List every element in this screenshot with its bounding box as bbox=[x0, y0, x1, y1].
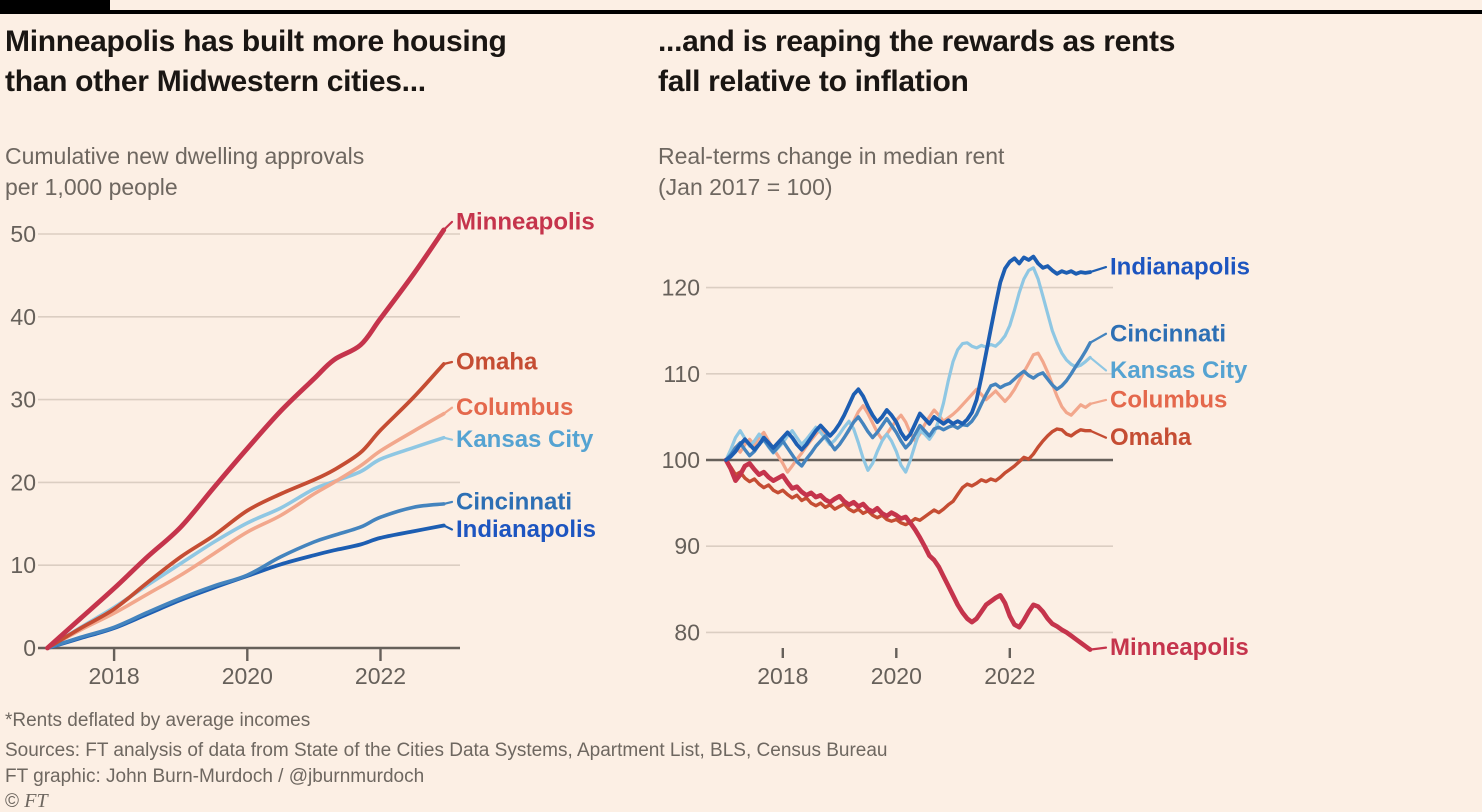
subtitle-left-line1: Cumulative new dwelling approvals bbox=[5, 143, 365, 169]
series-line-indianapolis bbox=[45, 523, 446, 650]
footnote: *Rents deflated by average incomes bbox=[5, 710, 311, 731]
y-tick-label-10: 10 bbox=[10, 552, 36, 578]
label-leader-cincinnati bbox=[442, 500, 454, 506]
series-line-cincinnati bbox=[724, 341, 1092, 468]
x-tick-label-2020: 2020 bbox=[222, 663, 273, 689]
y-tick-label-90: 90 bbox=[674, 533, 700, 559]
series-line-indianapolis bbox=[724, 254, 1092, 462]
series-line-kansas-city bbox=[724, 266, 1092, 474]
y-tick-label-120: 120 bbox=[662, 275, 700, 301]
x-tick-label-2018: 2018 bbox=[89, 663, 140, 689]
x-tick-label-2018: 2018 bbox=[757, 663, 808, 689]
y-tick-label-40: 40 bbox=[10, 304, 36, 330]
label-leader-minneapolis bbox=[442, 220, 454, 231]
series-label-cincinnati: Cincinnati bbox=[456, 488, 572, 515]
chart-approvals: 0 10 20 30 40 50 2018 2020 2022 Kansas City Columb… bbox=[10, 208, 596, 689]
series-line-omaha bbox=[45, 362, 446, 650]
credit-line: FT graphic: John Burn-Murdoch / @jburnmu… bbox=[5, 766, 425, 787]
y-tick-label-30: 30 bbox=[10, 387, 36, 413]
series-line-cincinnati bbox=[45, 502, 446, 650]
series-line-columbus bbox=[724, 351, 1092, 474]
series-label-columbus: Columbus bbox=[1110, 387, 1227, 414]
y-tick-label-80: 80 bbox=[674, 619, 700, 645]
series-label-kansas-city: Kansas City bbox=[456, 426, 594, 453]
subtitle-right: Real-terms change in median rent (Jan 20… bbox=[658, 141, 1004, 203]
chart-rents: 80 90 100 110 120 2018 2020 2022 Columbus Kansas … bbox=[662, 254, 1250, 689]
label-leader-omaha bbox=[442, 360, 454, 366]
headline-left: Minneapolis has built more housing than … bbox=[5, 22, 507, 102]
copyright: © FT bbox=[5, 789, 48, 812]
label-leader-omaha bbox=[1089, 429, 1108, 439]
label-leader-cincinnati bbox=[1089, 332, 1108, 344]
label-leader-indianapolis bbox=[1089, 265, 1108, 274]
top-rule bbox=[0, 10, 1482, 14]
copyright-symbol: © bbox=[5, 791, 19, 812]
series-label-indianapolis: Indianapolis bbox=[456, 516, 596, 543]
headline-right-line2: fall relative to inflation bbox=[658, 65, 969, 98]
headline-right-line1: ...and is reaping the rewards as rents bbox=[658, 25, 1176, 58]
subtitle-right-line2: (Jan 2017 = 100) bbox=[658, 174, 833, 200]
label-leader-kansas-city bbox=[1089, 356, 1108, 372]
y-tick-label-100: 100 bbox=[662, 447, 700, 473]
y-tick-label-50: 50 bbox=[10, 221, 36, 247]
headline-right: ...and is reaping the rewards as rents f… bbox=[658, 22, 1175, 102]
subtitle-left: Cumulative new dwelling approvals per 1,… bbox=[5, 141, 364, 203]
y-tick-label-110: 110 bbox=[663, 361, 700, 387]
series-line-columbus bbox=[45, 411, 446, 650]
x-tick-label-2020: 2020 bbox=[871, 663, 922, 689]
label-leader-minneapolis bbox=[1089, 646, 1108, 651]
x-tick-label-2022: 2022 bbox=[355, 663, 406, 689]
label-leader-indianapolis bbox=[442, 524, 454, 531]
y-tick-label-20: 20 bbox=[10, 469, 36, 495]
y-tick-label-0: 0 bbox=[23, 635, 36, 661]
sources-line: Sources: FT analysis of data from State … bbox=[5, 740, 888, 761]
label-leader-kansas-city bbox=[442, 436, 454, 441]
series-line-kansas-city bbox=[45, 435, 446, 650]
x-tick-label-2022: 2022 bbox=[984, 663, 1035, 689]
series-label-omaha: Omaha bbox=[1110, 424, 1192, 451]
series-label-omaha: Omaha bbox=[456, 349, 538, 376]
series-label-kansas-city: Kansas City bbox=[1110, 357, 1248, 384]
headline-left-line1: Minneapolis has built more housing bbox=[5, 25, 507, 58]
series-line-omaha bbox=[724, 427, 1092, 527]
series-label-minneapolis: Minneapolis bbox=[456, 208, 595, 235]
series-line-minneapolis bbox=[45, 227, 447, 651]
series-label-cincinnati: Cincinnati bbox=[1110, 320, 1226, 347]
series-line-minneapolis bbox=[723, 457, 1093, 652]
subtitle-left-line2: per 1,000 people bbox=[5, 174, 178, 200]
subtitle-right-line1: Real-terms change in median rent bbox=[658, 143, 1005, 169]
copyright-brand: FT bbox=[24, 790, 48, 812]
series-label-indianapolis: Indianapolis bbox=[1110, 254, 1250, 281]
series-label-minneapolis: Minneapolis bbox=[1110, 634, 1249, 661]
series-label-columbus: Columbus bbox=[456, 394, 573, 421]
label-leader-columbus bbox=[1089, 398, 1108, 406]
headline-left-line2: than other Midwestern cities... bbox=[5, 65, 426, 98]
label-leader-columbus bbox=[442, 406, 454, 415]
